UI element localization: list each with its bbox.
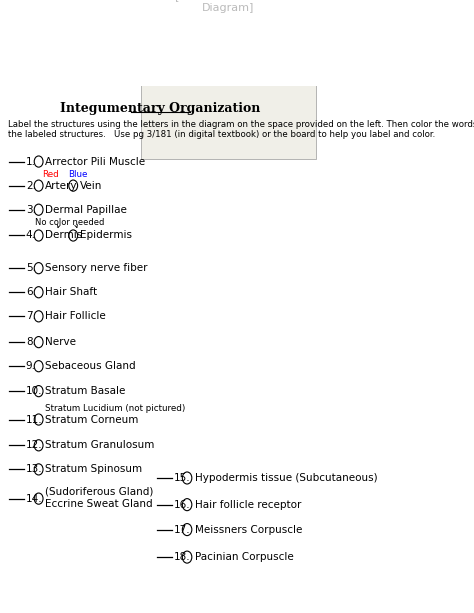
Text: Stratum Lucidium (not pictured): Stratum Lucidium (not pictured): [46, 404, 186, 413]
Text: 6.: 6.: [26, 287, 36, 297]
Text: 5.: 5.: [26, 263, 36, 273]
Text: 10.: 10.: [26, 386, 42, 396]
Text: Integumentary Organization: Integumentary Organization: [61, 102, 261, 115]
Text: Red: Red: [42, 170, 58, 179]
Text: Stratum Corneum: Stratum Corneum: [46, 414, 139, 425]
Text: Dermal Papillae: Dermal Papillae: [46, 205, 128, 215]
Text: 2.: 2.: [26, 181, 36, 191]
Text: Eccrine Sweat Gland: Eccrine Sweat Gland: [46, 499, 153, 509]
Text: Stratum Basale: Stratum Basale: [46, 386, 126, 396]
Text: 12.: 12.: [26, 440, 42, 451]
Text: Pacinian Corpuscle: Pacinian Corpuscle: [194, 552, 293, 562]
Text: Hair Shaft: Hair Shaft: [46, 287, 98, 297]
Text: Hair Follicle: Hair Follicle: [46, 311, 106, 321]
FancyBboxPatch shape: [141, 0, 316, 159]
Text: 4.: 4.: [26, 230, 36, 240]
Text: 16.: 16.: [173, 500, 190, 509]
Text: 18.: 18.: [173, 552, 190, 562]
Text: Sensory nerve fiber: Sensory nerve fiber: [46, 263, 148, 273]
Text: Hypodermis tissue (Subcutaneous): Hypodermis tissue (Subcutaneous): [194, 473, 377, 483]
Text: Hair follicle receptor: Hair follicle receptor: [194, 500, 301, 509]
Text: No color needed: No color needed: [35, 218, 104, 227]
Text: Meissners Corpuscle: Meissners Corpuscle: [194, 525, 302, 535]
Text: 8.: 8.: [26, 337, 36, 347]
Text: the labeled structures.   Use pg 3/181 (in digital textbook) or the board to hel: the labeled structures. Use pg 3/181 (in…: [8, 130, 436, 139]
Text: 14.: 14.: [26, 493, 42, 504]
Text: Artery: Artery: [46, 181, 78, 191]
Text: Nerve: Nerve: [46, 337, 76, 347]
Text: 17.: 17.: [173, 525, 190, 535]
Text: [Skin Cross-Section
Diagram]: [Skin Cross-Section Diagram]: [174, 0, 283, 13]
Text: 3.: 3.: [26, 205, 36, 215]
Text: (Sudoriferous Gland): (Sudoriferous Gland): [46, 487, 154, 497]
Text: Epidermis: Epidermis: [80, 230, 132, 240]
Text: Arrector Pili Muscle: Arrector Pili Muscle: [46, 156, 146, 167]
Text: Sebaceous Gland: Sebaceous Gland: [46, 361, 136, 371]
Text: 15.: 15.: [173, 473, 190, 483]
Text: 11.: 11.: [26, 414, 42, 425]
Text: 7.: 7.: [26, 311, 36, 321]
Text: Blue: Blue: [68, 170, 88, 179]
Text: Label the structures using the letters in the diagram on the space provided on t: Label the structures using the letters i…: [8, 120, 474, 129]
Text: 1.: 1.: [26, 156, 36, 167]
Text: Vein: Vein: [80, 181, 102, 191]
Text: 9.: 9.: [26, 361, 36, 371]
Text: 13.: 13.: [26, 465, 42, 474]
Text: Dermis: Dermis: [46, 230, 82, 240]
Text: Stratum Granulosum: Stratum Granulosum: [46, 440, 155, 451]
Text: Stratum Spinosum: Stratum Spinosum: [46, 465, 143, 474]
